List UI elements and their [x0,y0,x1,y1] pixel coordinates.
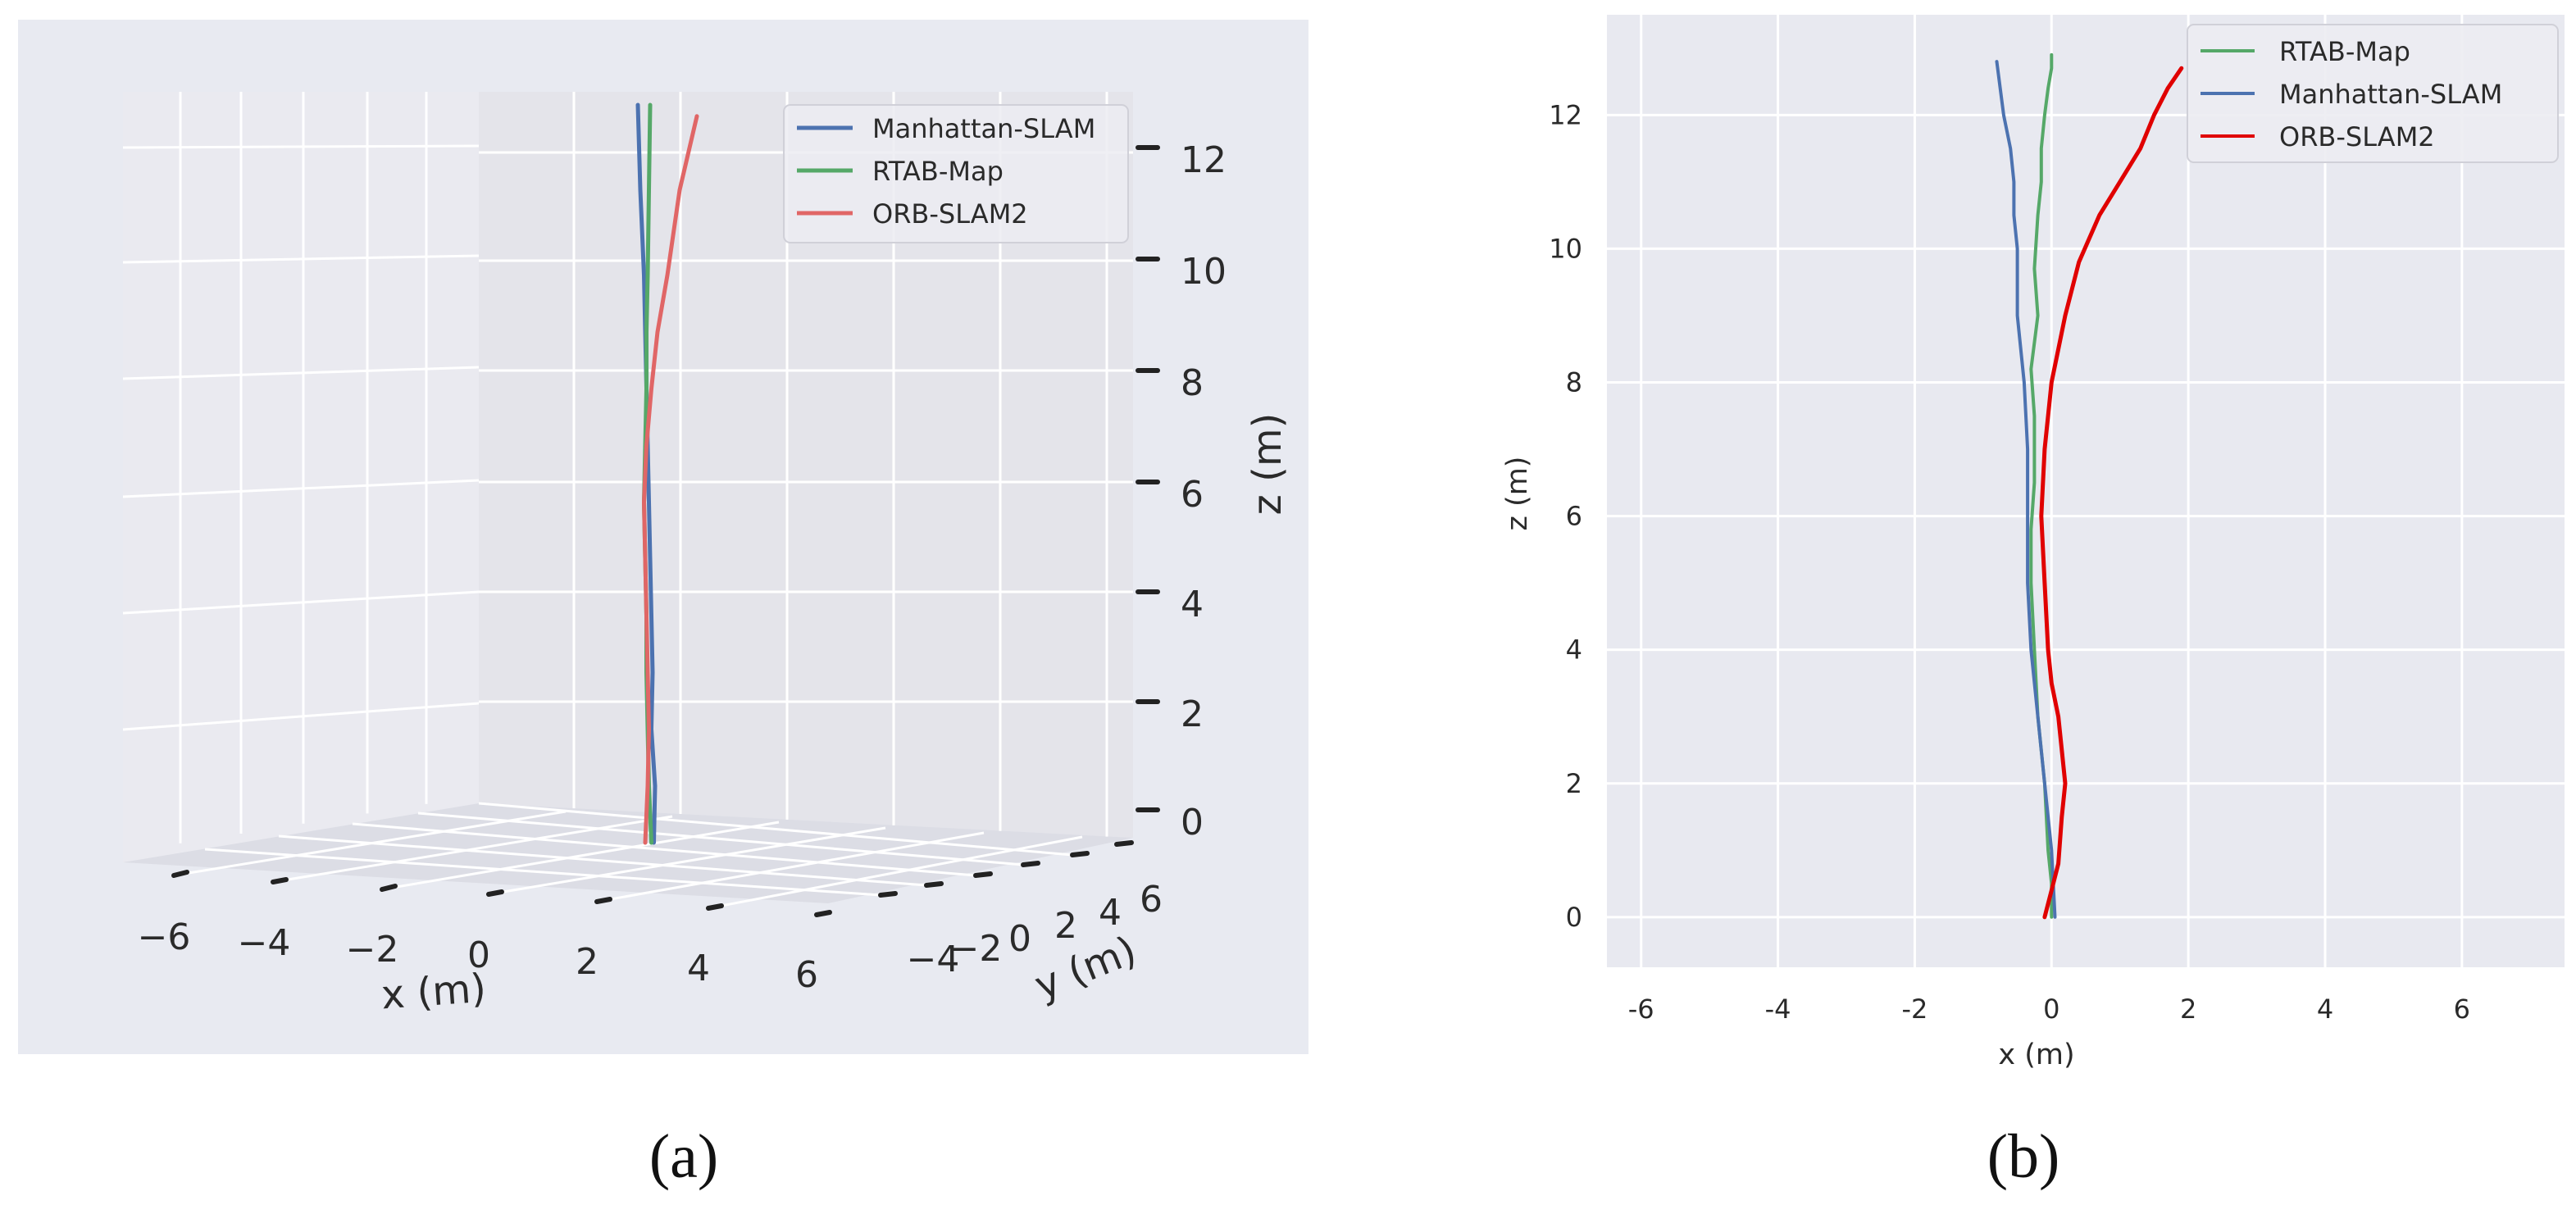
grid-line [122,702,480,731]
grid-line [596,831,985,903]
y-tick-mark [924,881,944,888]
y-tick-label: −2 [949,928,1003,970]
z-tick-label: 2 [1181,693,1204,735]
x-tick-mark [380,884,398,892]
panel-a-3d-plot: −6 −4 −2 0 2 4 6 −4 −2 0 2 4 6 0 2 4 6 8… [18,20,1308,1054]
y-tick-label: 12 [1549,99,1582,130]
grid-line [381,821,780,891]
z-tick-label: 6 [1181,474,1204,516]
panel-b-2d-plot: -6 -4 -2 0 2 4 6 0 2 4 6 8 10 12 x (m) z… [1501,15,2565,1071]
legend-box [783,104,1129,243]
panel-a-series [635,102,699,845]
x-tick-label: -4 [1765,993,1791,1025]
panel-b-legend: RTAB-Map Manhattan-SLAM ORB-SLAM2 [2187,24,2559,163]
grid-line [122,590,480,615]
x-tick-label: 6 [795,954,818,996]
x-tick-label: -2 [1901,993,1927,1025]
panel-a-caption: (a) [649,1122,718,1191]
grid-line [122,479,480,498]
legend-label: Manhattan-SLAM [872,113,1095,144]
x-tick-label: -6 [1628,993,1654,1025]
legend-label: RTAB-Map [2279,36,2410,67]
grid-line [478,802,1073,857]
panel-a-legend: Manhattan-SLAM RTAB-Map ORB-SLAM2 [783,104,1129,243]
grid-line [708,835,1083,910]
x-tick-mark [706,903,724,911]
series-line-manhattan-slam [1995,60,2057,919]
y-axis-label: z (m) [1501,457,1534,531]
legend-label: ORB-SLAM2 [872,198,1028,230]
z-tick-label: 10 [1181,251,1227,293]
z-axis-ticks [1136,145,1160,812]
y-tick-label: 4 [1099,892,1122,934]
x-tick-mark [171,870,189,878]
legend-label: ORB-SLAM2 [2279,121,2435,152]
x-tick-label: −2 [346,929,399,971]
y-tick-mark [1070,851,1090,857]
panel-b-series [1995,52,2184,920]
z-tick-label: 8 [1181,362,1204,404]
panel-b-x-tick-labels: -6 -4 -2 0 2 4 6 [1628,993,2470,1025]
x-axis-label: x (m) [1998,1039,2074,1071]
y-tick-mark [1114,840,1134,847]
panel-b-grid [1607,15,2565,967]
y-tick-label: 0 [1566,902,1582,933]
grid-line [272,815,673,884]
y-tick-label: 10 [1549,233,1582,264]
y-tick-label: 6 [1566,501,1582,532]
y-tick-mark [973,871,993,878]
x-tick-label: 0 [467,934,490,976]
panel-b-plot-area [1607,15,2565,967]
y-tick-label: 8 [1566,366,1582,398]
x-tick-mark [271,877,289,884]
y-tick-label: 4 [1566,634,1582,666]
series-line-orb-slam2 [2039,66,2184,920]
x-tick-label: 4 [687,948,710,989]
legend-label: RTAB-Map [872,156,1004,187]
grid-line [122,254,480,264]
y-tick-mark [878,891,898,898]
grid-line [488,826,886,896]
x-tick-label: 2 [2180,993,2196,1025]
series-line-orb-slam2 [642,114,699,845]
z-tick-labels: 0 2 4 6 8 10 12 [1181,139,1227,843]
x-tick-label: 0 [2043,993,2059,1025]
y-tick-label: 0 [1008,918,1031,960]
y-tick-label: −4 [907,939,960,980]
z-tick-label: 0 [1181,802,1204,843]
series-line-manhattan-slam [635,102,658,845]
y-axis-ticks [878,840,1134,898]
x-tick-label: 2 [576,941,598,983]
x-tick-labels: −6 −4 −2 0 2 4 6 [138,916,818,996]
legend-box [2187,24,2559,163]
z-axis-label: z (m) [1245,413,1290,516]
left-pane [123,92,479,862]
grid-line [204,848,881,897]
grid-line [417,812,1024,866]
grid-line [122,144,480,149]
y-tick-mark [1021,861,1040,867]
y-tick-labels: −4 −2 0 2 4 6 [907,879,1163,980]
y-tick-label: 2 [1566,768,1582,799]
panel-b-y-tick-labels: 0 2 4 6 8 10 12 [1549,99,1582,933]
grid-line [352,822,976,877]
x-tick-label: −4 [238,922,291,964]
grid-line [122,366,480,380]
panel-b-caption: (b) [1987,1122,2060,1191]
x-tick-mark [486,889,504,897]
z-tick-label: 4 [1181,584,1204,625]
x-tick-label: −6 [138,916,191,958]
grid-line [278,834,927,887]
x-tick-mark [594,897,612,904]
y-tick-label: 2 [1054,905,1077,947]
x-axis-ticks [171,870,832,917]
y-tick-label: 6 [1140,879,1163,921]
x-tick-label: 4 [2317,993,2333,1025]
x-axis-label: x (m) [380,966,487,1019]
legend-label: Manhattan-SLAM [2279,79,2502,110]
x-tick-label: 6 [2454,993,2470,1025]
z-tick-label: 12 [1181,139,1227,181]
x-tick-mark [814,910,832,917]
